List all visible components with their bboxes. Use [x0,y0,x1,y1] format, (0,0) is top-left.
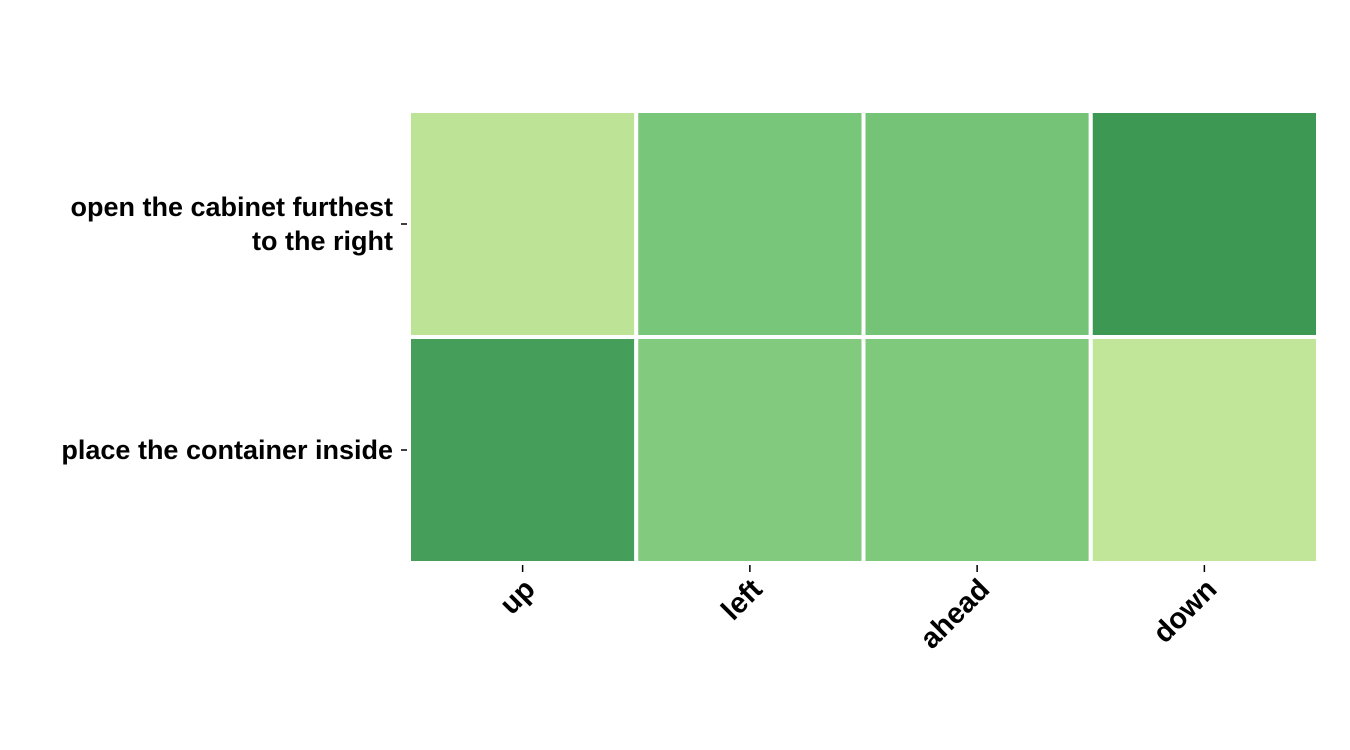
y-tick-label-1: place the container inside [61,435,393,465]
x-tick-label-1: left [715,573,769,627]
y-tick-label-0: open the cabinet furthest to the right [70,192,393,256]
heatmap-cell-1-0 [407,335,639,565]
x-tick-label-0: up [494,573,542,621]
heatmap-cell-1-1 [634,335,866,565]
heatmap-cells [407,109,1320,565]
column-labels: up left ahead down [494,565,1223,655]
heatmap-cell-0-0 [407,109,639,339]
x-tick-label-3: down [1147,573,1223,649]
heatmap-cell-1-3 [1088,335,1320,565]
heatmap-cell-1-2 [861,335,1093,565]
x-tick-label-2: ahead [914,573,996,655]
heatmap-cell-0-2 [861,109,1093,339]
heatmap-cell-0-1 [634,109,866,339]
heatmap-cell-0-3 [1088,109,1320,339]
row-labels: open the cabinet furthest to the right pla… [61,192,407,465]
